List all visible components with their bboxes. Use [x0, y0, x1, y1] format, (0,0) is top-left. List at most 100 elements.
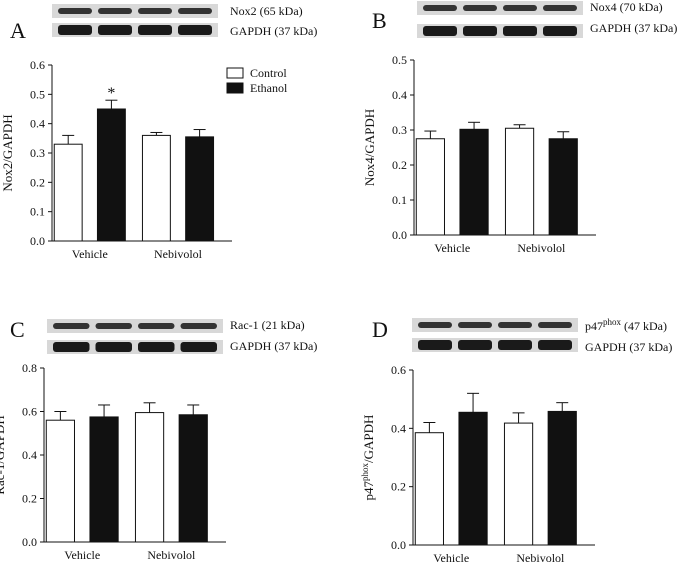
blot-band	[418, 322, 452, 328]
legend-swatch	[226, 67, 244, 79]
y-tick-label: 0.3	[392, 123, 407, 137]
blot-label: p47phox (47 kDa)	[585, 317, 667, 333]
x-tick-label: Nebivolol	[147, 548, 196, 562]
x-tick-label: Vehicle	[64, 548, 100, 562]
blot-band	[138, 323, 175, 329]
y-tick-label: 0.6	[22, 405, 37, 419]
legend-swatch	[226, 82, 244, 94]
x-tick-label: Nebivolol	[517, 241, 566, 255]
blot-background	[47, 319, 223, 333]
blot-label: GAPDH (37 kDa)	[230, 24, 317, 38]
bar	[96, 108, 126, 242]
blot-band	[498, 340, 532, 350]
blot-band	[458, 340, 492, 350]
blot-label: GAPDH (37 kDa)	[590, 21, 677, 35]
y-axis-label-part: p47	[361, 480, 376, 500]
x-tick-label: Vehicle	[434, 241, 470, 255]
blot-band	[423, 26, 457, 36]
blot-band	[95, 342, 132, 352]
blot-band	[95, 323, 132, 329]
panel-letter: C	[10, 317, 25, 342]
blot-label-part: (47 kDa)	[621, 319, 667, 333]
bar	[45, 419, 75, 543]
bar	[53, 143, 83, 242]
y-tick-label: 0.5	[30, 87, 45, 101]
blot-band	[53, 323, 90, 329]
y-tick-label: 0.8	[22, 361, 37, 375]
blot-label: Nox2 (65 kDa)	[230, 4, 303, 18]
blot-band	[543, 26, 577, 36]
blot-band	[423, 5, 457, 11]
blot-band	[138, 25, 172, 35]
blot-band	[98, 8, 132, 14]
bar	[459, 128, 489, 236]
blot-band	[98, 25, 132, 35]
blot-band	[138, 8, 172, 14]
y-tick-label: 0.4	[22, 448, 37, 462]
y-tick-label: 0.4	[391, 421, 406, 435]
y-tick-label: 0.3	[30, 146, 45, 160]
blot-band	[463, 26, 497, 36]
y-axis-label: Rac-1/GAPDH	[0, 415, 7, 494]
blot-band	[463, 5, 497, 11]
annotation: *	[107, 85, 115, 102]
bar	[415, 138, 445, 236]
legend-label: Ethanol	[250, 81, 288, 95]
blot-band	[538, 322, 572, 328]
y-tick-label: 0.2	[22, 492, 37, 506]
x-tick-label: Nebivolol	[154, 247, 203, 261]
blot-band	[58, 25, 92, 35]
x-tick-label: Vehicle	[433, 551, 469, 565]
y-tick-label: 0.0	[30, 234, 45, 248]
bar	[458, 411, 488, 546]
blot-band	[498, 322, 532, 328]
bar	[414, 432, 444, 546]
blot-band	[418, 340, 452, 350]
blot-band	[138, 342, 175, 352]
blot-label: Rac-1 (21 kDa)	[230, 318, 305, 332]
bar	[547, 410, 577, 546]
blot-band	[180, 342, 217, 352]
blot-band	[178, 25, 212, 35]
blot-band	[458, 322, 492, 328]
bar	[134, 412, 165, 543]
blot-label: GAPDH (37 kDa)	[585, 340, 672, 354]
y-axis-label-part: phox	[360, 462, 370, 481]
bar	[178, 414, 208, 543]
bar	[141, 134, 171, 242]
blot-band	[503, 5, 537, 11]
bar	[503, 422, 534, 546]
blot-band	[180, 323, 217, 329]
blot-background	[417, 24, 583, 38]
blot-label-part: phox	[603, 317, 622, 327]
y-tick-label: 0.2	[30, 175, 45, 189]
blot-label: GAPDH (37 kDa)	[230, 339, 317, 353]
blot-background	[412, 318, 578, 332]
bar	[89, 416, 119, 543]
bar	[504, 127, 535, 236]
blot-band	[58, 8, 92, 14]
y-tick-label: 0.5	[392, 53, 407, 67]
panel-letter: B	[372, 8, 387, 33]
blot-band	[53, 342, 90, 352]
x-tick-label: Vehicle	[72, 247, 108, 261]
y-axis-label: p47phox/GAPDH	[360, 415, 376, 501]
blot-band	[178, 8, 212, 14]
blot-label-part: p47	[585, 319, 603, 333]
blot-background	[47, 340, 223, 354]
y-tick-label: 0.4	[392, 88, 407, 102]
y-tick-label: 0.0	[22, 535, 37, 549]
y-tick-label: 0.6	[30, 58, 45, 72]
blot-background	[52, 23, 218, 37]
blot-band	[503, 26, 537, 36]
y-tick-label: 0.6	[391, 363, 406, 377]
bar	[548, 138, 578, 236]
y-tick-label: 0.2	[391, 480, 406, 494]
panel-letter: A	[10, 18, 26, 43]
bar	[185, 136, 215, 242]
y-tick-label: 0.1	[392, 193, 407, 207]
legend-label: Control	[250, 66, 287, 80]
blot-band	[538, 340, 572, 350]
y-tick-label: 0.1	[30, 205, 45, 219]
